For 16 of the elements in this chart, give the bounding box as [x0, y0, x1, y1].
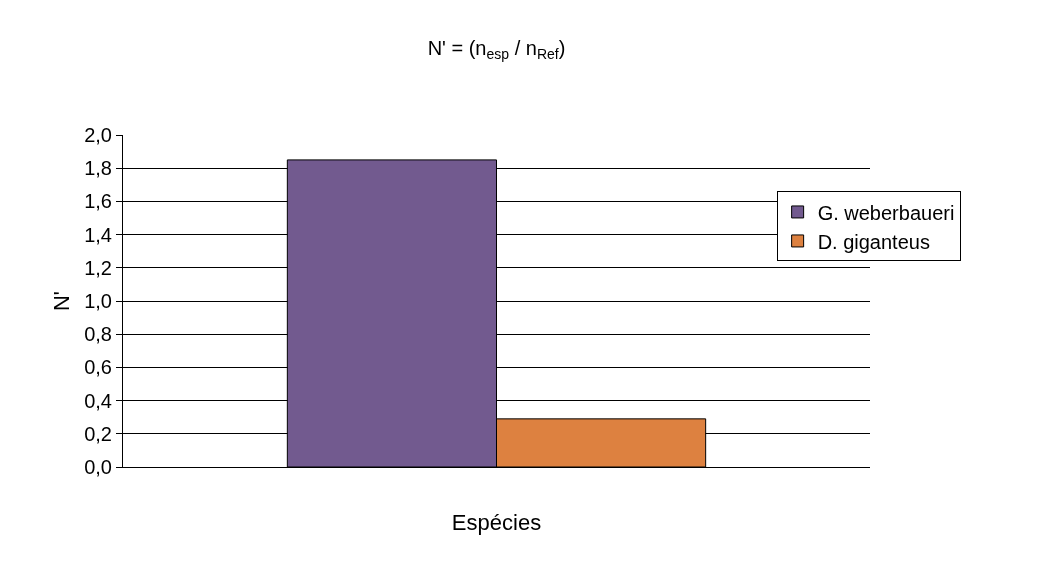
y-tick-label: 0,0: [84, 456, 112, 478]
y-tick-label: 2,0: [84, 124, 112, 146]
y-tick-label: 0,2: [84, 422, 112, 445]
legend-label: G. weberbaueri: [817, 201, 955, 224]
y-tick-label: 1,4: [84, 223, 112, 246]
y-tick-label: 1,8: [84, 157, 112, 180]
y-tick-label: 1,0: [84, 290, 112, 312]
y-tick-label: 0,4: [84, 389, 112, 412]
y-tick-label: 1,6: [84, 190, 112, 213]
y-axis-title: N': [48, 290, 74, 312]
y-tick-label: 0,6: [84, 356, 112, 379]
y-tick-label: 0,8: [84, 323, 112, 346]
chart-title: N' = (n$_{esp}$ / n$_{Ref}$): [427, 37, 566, 63]
x-axis-title: Espécies: [451, 510, 542, 536]
y-tick-label: 1,2: [84, 256, 112, 279]
legend-label: D. giganteus: [817, 230, 930, 253]
